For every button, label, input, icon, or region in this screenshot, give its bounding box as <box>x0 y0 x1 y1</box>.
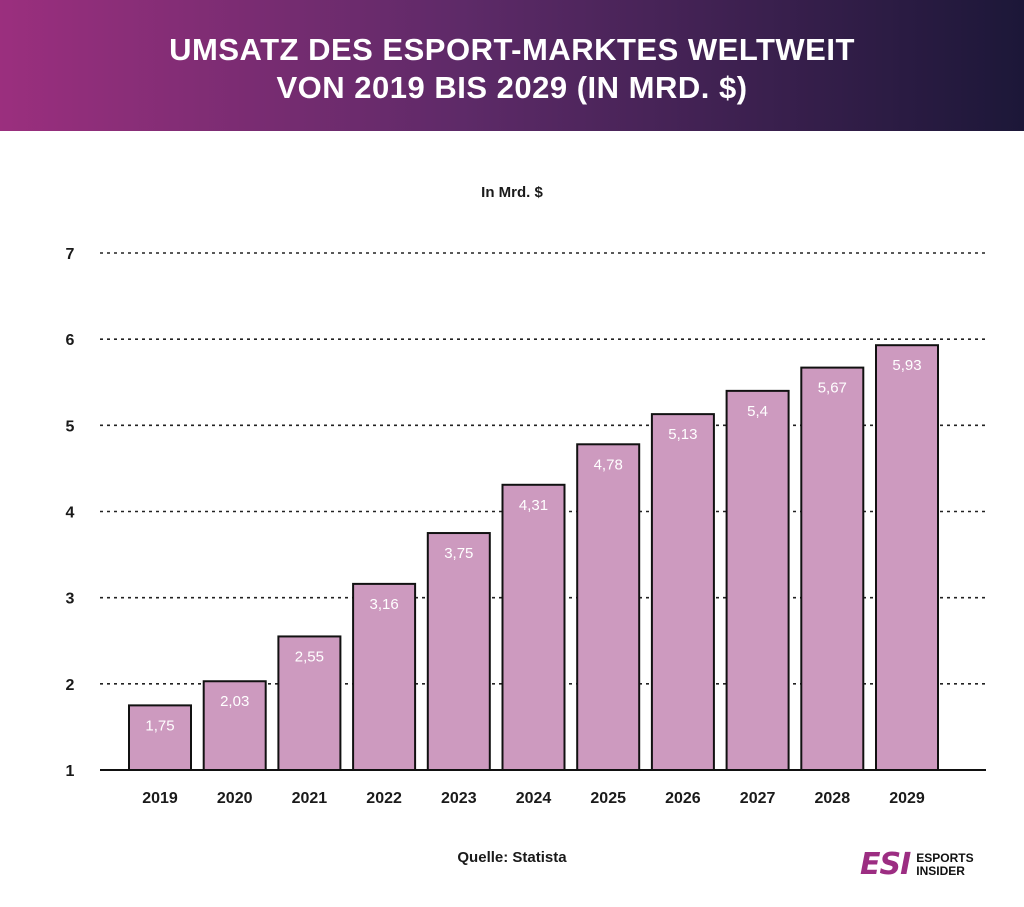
bar-value-label: 4,78 <box>594 456 623 473</box>
header-banner: UMSATZ DES ESPORT-MARKTES WELTWEIT VON 2… <box>0 0 1024 131</box>
x-tick-label: 2023 <box>441 790 477 807</box>
y-tick-label: 2 <box>66 677 75 694</box>
logo-mark: ESI <box>860 847 911 882</box>
bar-value-label: 2,03 <box>220 693 249 710</box>
x-tick-label: 2020 <box>217 790 253 807</box>
bar-value-label: 5,93 <box>892 357 921 374</box>
y-tick-label: 4 <box>66 505 75 522</box>
y-tick-label: 6 <box>66 332 75 349</box>
bar <box>352 582 417 771</box>
x-tick-label: 2029 <box>889 790 925 807</box>
y-tick-label: 5 <box>66 418 75 435</box>
logo-words: ESPORTS INSIDER <box>916 852 973 878</box>
logo-word-2: INSIDER <box>916 864 965 878</box>
bar <box>650 413 715 771</box>
x-tick-label: 2021 <box>292 790 328 807</box>
bar <box>426 532 491 771</box>
bar <box>277 635 342 772</box>
bar <box>725 389 790 771</box>
bar <box>800 366 865 772</box>
x-tick-label: 2025 <box>590 790 626 807</box>
logo-word-1: ESPORTS <box>916 851 974 865</box>
x-tick-label: 2026 <box>665 790 701 807</box>
source-note: Quelle: Statista <box>457 849 567 866</box>
x-tick-label: 2019 <box>142 790 178 807</box>
bar-value-label: 5,4 <box>747 403 768 420</box>
bar-value-label: 5,13 <box>668 426 697 443</box>
y-tick-label: 3 <box>66 591 75 608</box>
bar-chart: In Mrd. $ 1 2 3 4 5 6 7 1,75 2019 2,03 2020 2,55 2021… <box>66 184 986 807</box>
y-tick-label: 7 <box>66 246 75 263</box>
bar <box>501 483 566 771</box>
chart-title-line-2: VON 2019 BIS 2029 (IN MRD. $) <box>276 70 748 105</box>
bar-value-label: 4,31 <box>519 497 548 514</box>
bar-value-label: 1,75 <box>145 717 174 734</box>
x-tick-label: 2024 <box>516 790 552 807</box>
chart-title-line-1: UMSATZ DES ESPORT-MARKTES WELTWEIT <box>169 32 855 67</box>
x-tick-label: 2027 <box>740 790 776 807</box>
bar-value-label: 3,16 <box>369 596 398 613</box>
bar <box>875 344 939 771</box>
y-axis-label: In Mrd. $ <box>481 184 543 201</box>
x-tick-label: 2028 <box>815 790 851 807</box>
bar-value-label: 2,55 <box>295 648 324 665</box>
bar <box>128 704 192 771</box>
bar-value-label: 5,67 <box>818 380 847 397</box>
bar <box>576 443 641 771</box>
bar-value-label: 3,75 <box>444 545 473 562</box>
bar <box>202 680 267 772</box>
x-tick-label: 2022 <box>366 790 402 807</box>
esports-insider-logo: ESI ESPORTS INSIDER <box>860 849 974 881</box>
y-tick-label: 1 <box>66 763 75 780</box>
